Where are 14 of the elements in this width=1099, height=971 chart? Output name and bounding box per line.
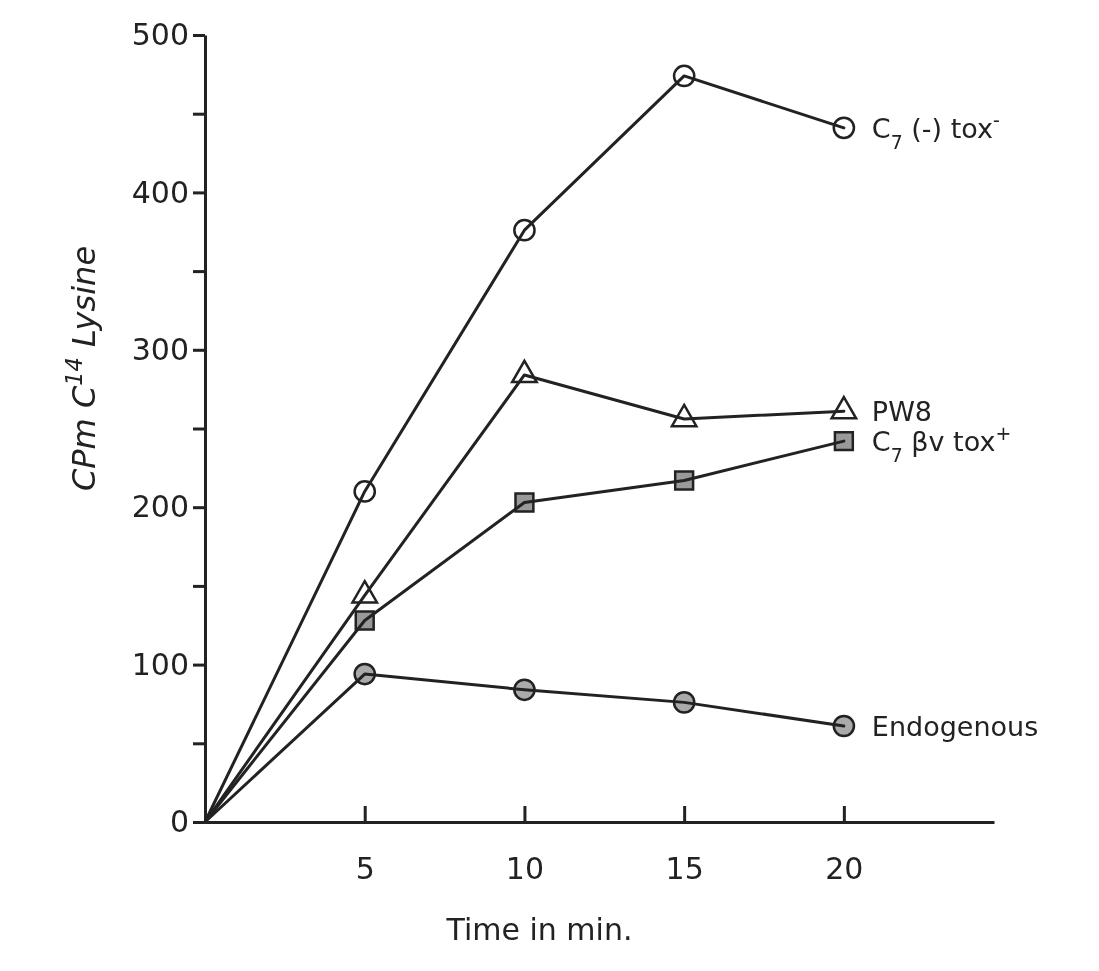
series-label: C$_{7}$ (-) tox$^{-}$ xyxy=(871,108,1000,153)
point xyxy=(833,430,855,452)
x-tick-label: 15 xyxy=(665,851,704,887)
x-tick-label: 20 xyxy=(825,851,864,887)
series-label: Endogenous xyxy=(871,710,1039,742)
y-tick-label: 200 xyxy=(131,489,189,525)
x-tick-label: 10 xyxy=(505,851,545,887)
x-tick-label: 5 xyxy=(355,851,375,887)
y-tick-label: 400 xyxy=(131,174,189,210)
y-tick-label: 0 xyxy=(169,804,189,840)
x-axis-title: Time in min. xyxy=(445,912,633,947)
y-tick-label: 300 xyxy=(131,331,189,367)
y-tick-label: 100 xyxy=(131,646,189,682)
y-tick-label: 500 xyxy=(131,17,189,53)
